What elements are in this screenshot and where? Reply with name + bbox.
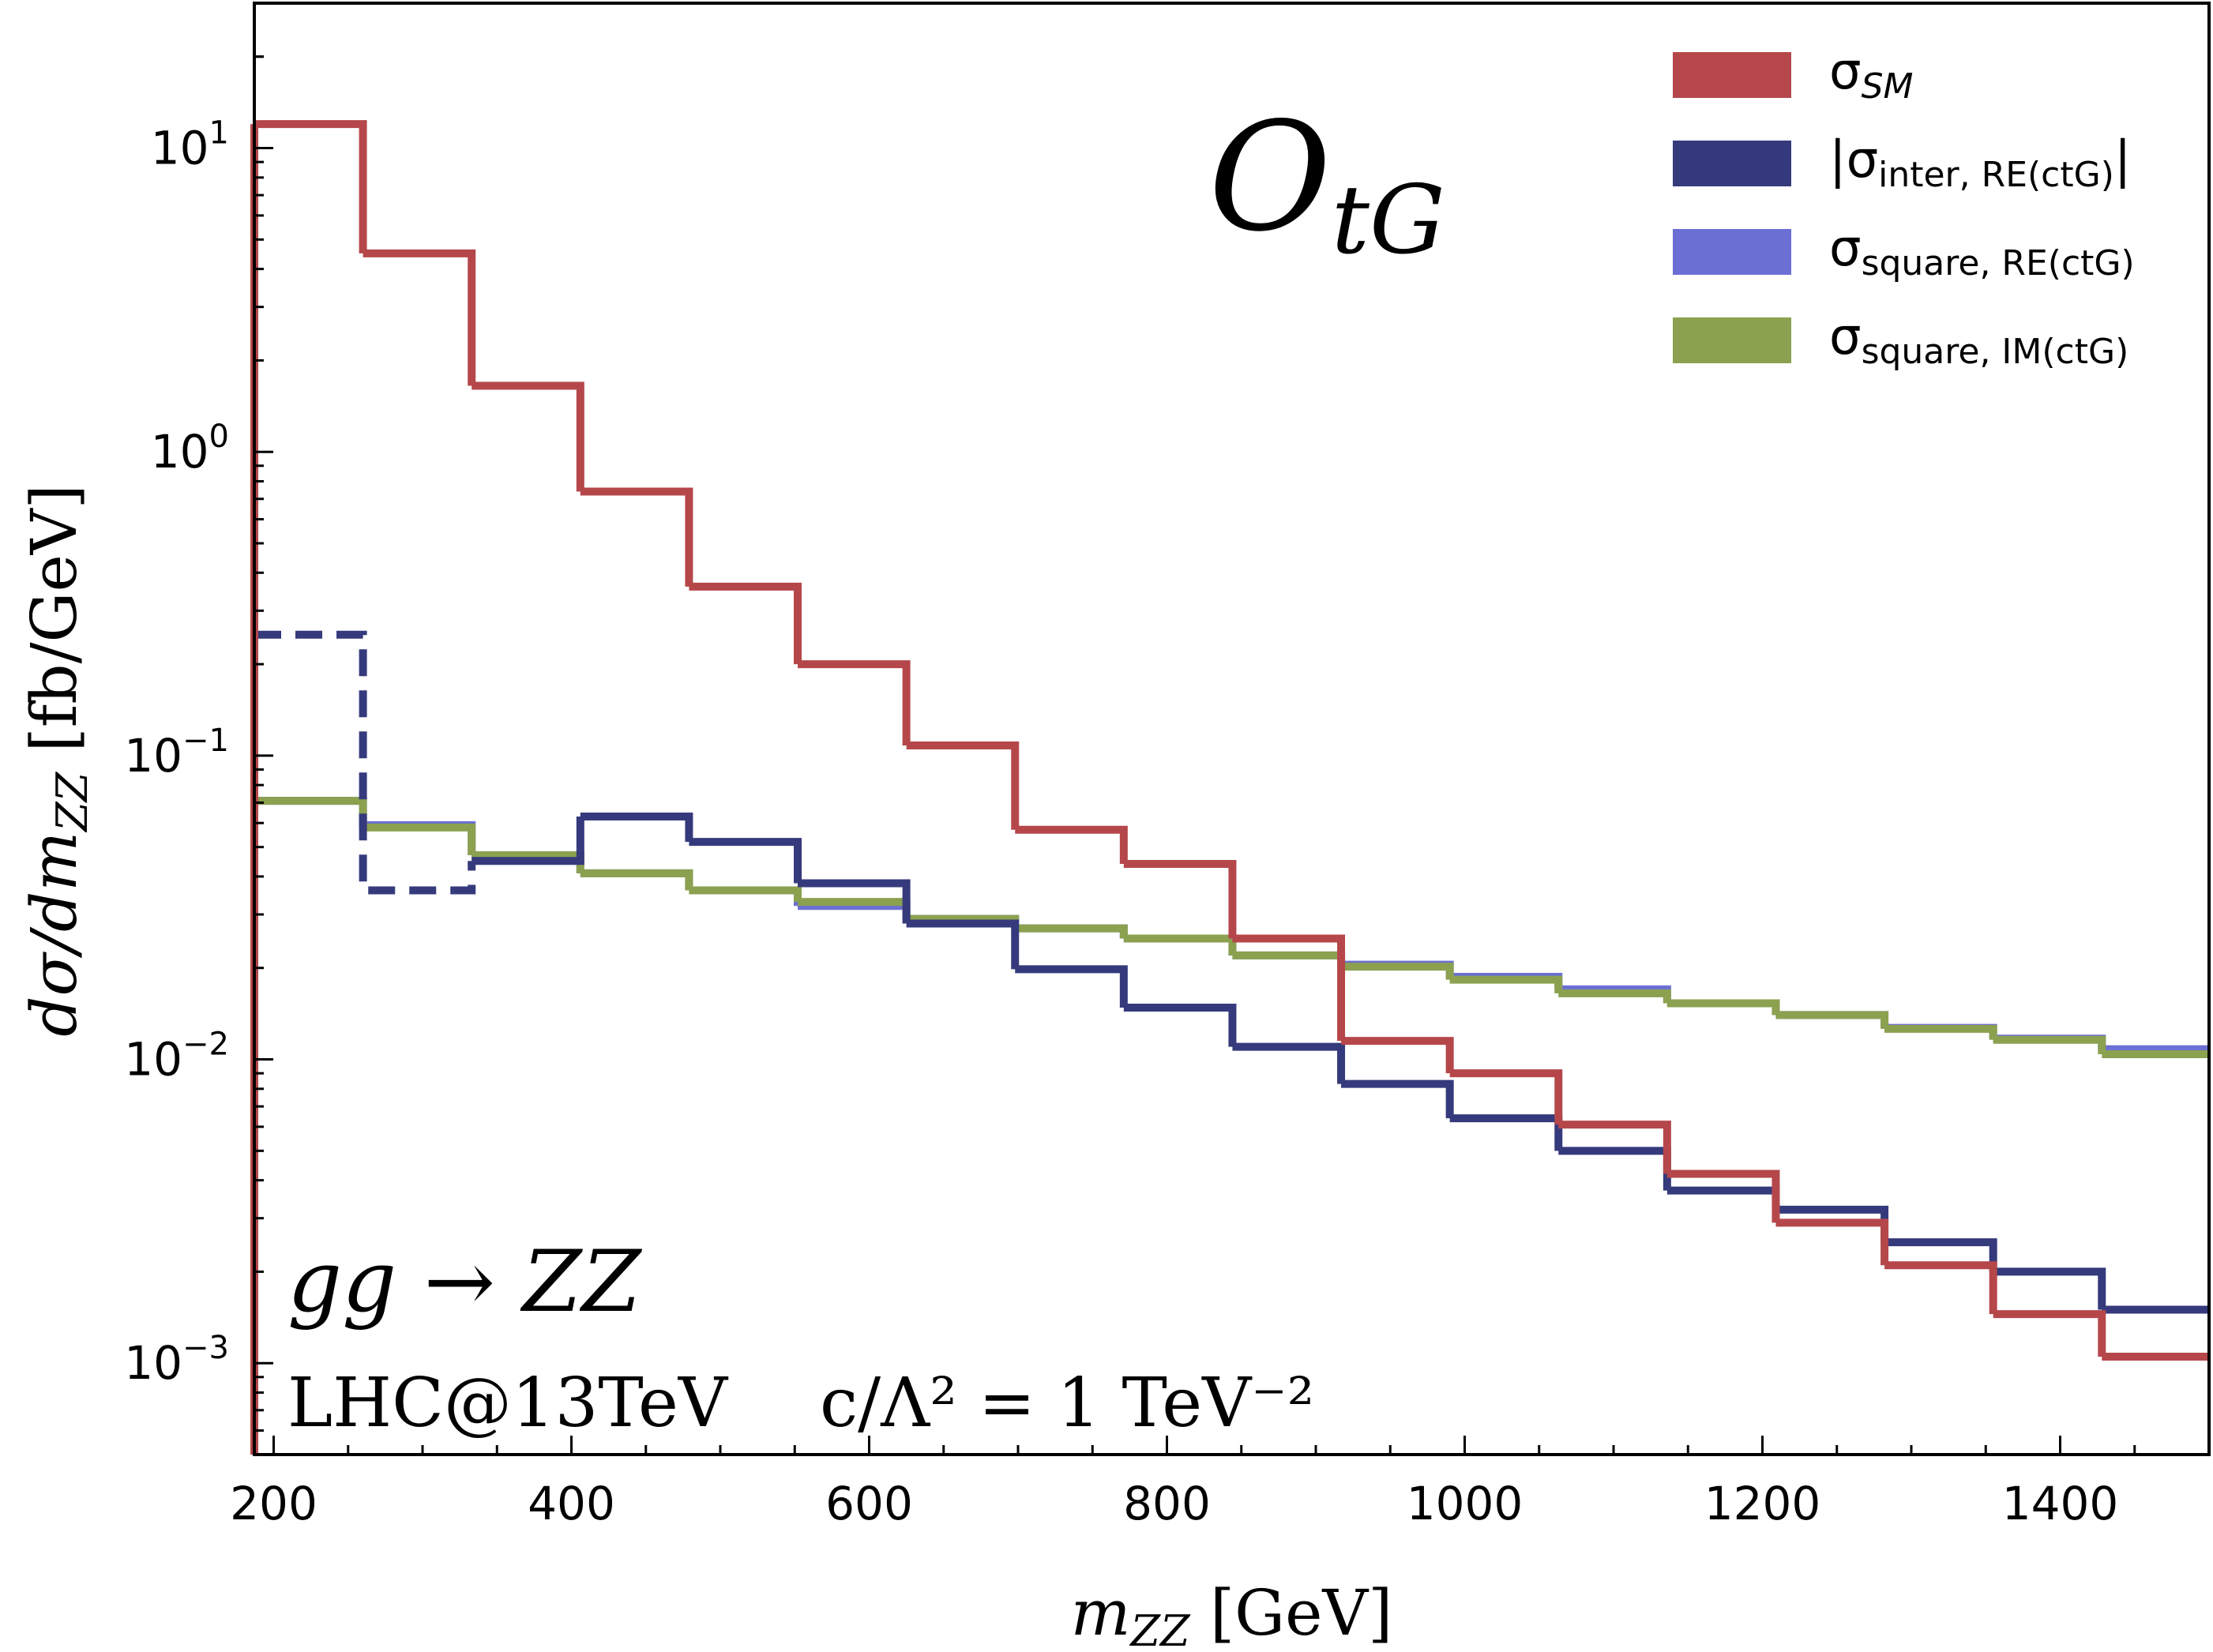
y-tick-label: 10−2 [124,1027,229,1087]
series-bin [472,817,584,865]
series-bin [689,582,802,665]
legend-swatch [1673,317,1791,363]
x-tick-label: 600 [825,1477,913,1530]
series-bin [580,487,693,587]
series-bin [1993,1310,2106,1357]
series-bin [1993,1267,2106,1310]
series-bin [1123,1004,1237,1047]
y-tick-label: 101 [151,115,229,175]
x-tick-label: 400 [528,1477,615,1530]
x-tick-label: 800 [1123,1477,1211,1530]
series-bin [906,742,1020,830]
series-bin [472,381,584,492]
series-bin [1232,934,1346,1042]
series-bin [689,838,802,884]
series-bin [1232,1042,1346,1084]
legend-label: |σinter, RE(ctG)| [1829,131,2131,195]
legend-swatch [1673,229,1791,275]
legend-entry-1: |σinter, RE(ctG)| [1673,131,2131,195]
x-tick-label: 1000 [1407,1477,1524,1530]
series-bin [1666,1170,1780,1223]
coupling-label: c/Λ² = 1 TeV⁻² [820,1364,1314,1443]
legend-entry-2: σsquare, RE(ctG) [1673,220,2135,283]
x-tick-label: 200 [230,1477,317,1530]
y-tick-label: 10−3 [124,1330,229,1390]
series-bin [1884,1261,1997,1315]
series-bin [1123,860,1237,939]
series-bin [798,660,911,746]
label-layer: mZZ [GeV] dσ/dmZZ [fb/GeV] [17,484,1392,1652]
series-bin [1341,1079,1454,1119]
plot-frame [253,2,2211,1456]
series-bin [1993,1035,2106,1054]
series-bin [689,886,802,903]
series-bin [363,823,476,855]
series-bin [1775,1218,1889,1266]
series-bin [1558,1121,1671,1174]
x-axis-title: mZZ [GeV] [1071,1576,1393,1652]
x-tick-label: 1400 [2002,1477,2119,1530]
y-tick-label: 10−1 [124,723,229,783]
series-bin [1341,963,1454,980]
x-tick-label: 1200 [1704,1477,1821,1530]
series-bin [580,813,693,843]
series-bin [1449,975,1563,993]
collider-label: LHC@13TeV [287,1364,729,1443]
series-bin [1341,1037,1454,1074]
series-bin [1449,1069,1563,1125]
annotation-layer: OtG gg → ZZ LHC@13TeV c/Λ² = 1 TeV⁻² [287,90,1445,1443]
legend-swatch [1673,52,1791,98]
legend-entry-3: σsquare, IM(ctG) [1673,308,2128,372]
legend-label: σSM [1829,43,1913,107]
operator-label: OtG [1208,90,1445,276]
y-tick-label: 100 [151,419,229,479]
series-bin [798,879,911,924]
legend-swatch [1673,141,1791,186]
legend: σSM |σinter, RE(ctG)| σsquare, RE(ctG) σsqu… [1673,43,2135,372]
series-bin [254,120,367,253]
y-axis-title: dσ/dmZZ [fb/GeV] [17,484,97,1037]
series-bin [580,869,693,891]
series-bin [363,249,476,386]
tick-layer: 200 400 600 800 1000 1200 1400 10−3 10−2 10−1 100 1… [124,2,2211,1530]
series-bin [1775,1011,1889,1029]
series-bin [1015,965,1128,1008]
legend-label: σsquare, IM(ctG) [1829,308,2128,372]
series-bin [1015,825,1128,865]
legend-entry-0: σSM [1673,43,1913,107]
series-bin [906,919,1020,970]
process-label: gg → ZZ [287,1233,642,1331]
series-bin [1558,989,1671,1004]
legend-label: σsquare, RE(ctG) [1829,220,2135,283]
